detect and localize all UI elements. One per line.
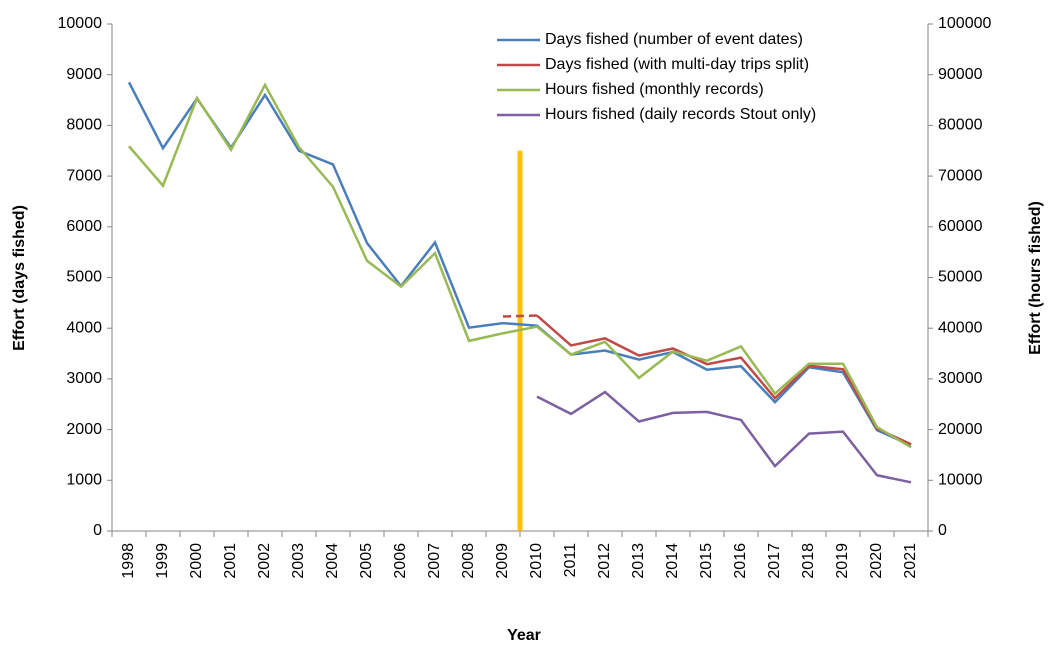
y2-tick-label: 60000 xyxy=(938,218,983,235)
x-tick-label: 2001 xyxy=(222,543,239,579)
y2-tick-label: 70000 xyxy=(938,167,983,184)
x-tick-label: 2002 xyxy=(256,543,273,579)
x-tick-label: 2003 xyxy=(290,543,307,579)
y2-tick-label: 10000 xyxy=(938,472,983,489)
x-axis-label: Year xyxy=(507,627,541,644)
x-tick-label: 2011 xyxy=(562,543,579,578)
y2-tick-label: 100000 xyxy=(938,15,991,32)
x-tick-label: 2016 xyxy=(732,543,749,579)
legend-label: Hours fished (daily records Stout only) xyxy=(545,106,816,123)
y-tick-label: 9000 xyxy=(66,66,102,83)
legend-label: Days fished (with multi-day trips split) xyxy=(545,56,809,73)
y2-tick-label: 50000 xyxy=(938,269,983,286)
x-tick-label: 2006 xyxy=(392,543,409,579)
x-tick-label: 2010 xyxy=(528,543,545,579)
series-line xyxy=(127,81,912,447)
y-tick-label: 0 xyxy=(93,522,102,539)
series-line xyxy=(536,390,912,484)
x-tick-label: 2009 xyxy=(494,543,511,579)
y-tick-label: 10000 xyxy=(58,15,103,32)
x-tick-label: 2021 xyxy=(902,543,919,579)
y2-tick-label: 0 xyxy=(938,522,947,539)
x-tick-label: 2013 xyxy=(630,543,647,579)
x-tick-label: 2014 xyxy=(664,543,681,579)
y-tick-label: 5000 xyxy=(66,269,102,286)
x-tick-label: 1999 xyxy=(154,543,171,579)
y2-tick-label: 20000 xyxy=(938,421,983,438)
y-tick-label: 8000 xyxy=(66,117,102,134)
x-tick-label: 2012 xyxy=(596,543,613,579)
x-tick-label: 2018 xyxy=(800,543,817,579)
y2-tick-label: 30000 xyxy=(938,370,983,387)
x-tick-label: 2004 xyxy=(324,543,341,579)
y-tick-label: 1000 xyxy=(66,472,102,489)
y2-axis-label: Effort (hours fished) xyxy=(1027,201,1044,355)
x-tick-label: 2008 xyxy=(460,543,477,579)
series-line xyxy=(502,314,538,318)
series-line xyxy=(128,82,912,449)
y-axis-label: Effort (days fished) xyxy=(11,205,28,351)
y-tick-label: 2000 xyxy=(66,421,102,438)
x-tick-label: 2020 xyxy=(868,543,885,579)
x-tick-label: 2017 xyxy=(766,543,783,579)
x-tick-label: 2000 xyxy=(188,543,205,579)
x-tick-label: 2019 xyxy=(834,543,851,579)
y-tick-label: 4000 xyxy=(66,319,102,336)
series-line xyxy=(536,314,912,446)
y-tick-label: 6000 xyxy=(66,218,102,235)
x-tick-label: 1998 xyxy=(120,543,137,579)
y2-tick-label: 40000 xyxy=(938,319,983,336)
x-tick-label: 2005 xyxy=(358,543,375,579)
legend-label: Hours fished (monthly records) xyxy=(545,81,764,98)
legend-label: Days fished (number of event dates) xyxy=(545,31,803,48)
x-tick-label: 2007 xyxy=(426,543,443,579)
y2-tick-label: 80000 xyxy=(938,117,983,134)
y2-tick-label: 90000 xyxy=(938,66,983,83)
y-tick-label: 3000 xyxy=(66,370,102,387)
x-tick-label: 2015 xyxy=(698,543,715,579)
y-tick-label: 7000 xyxy=(66,167,102,184)
